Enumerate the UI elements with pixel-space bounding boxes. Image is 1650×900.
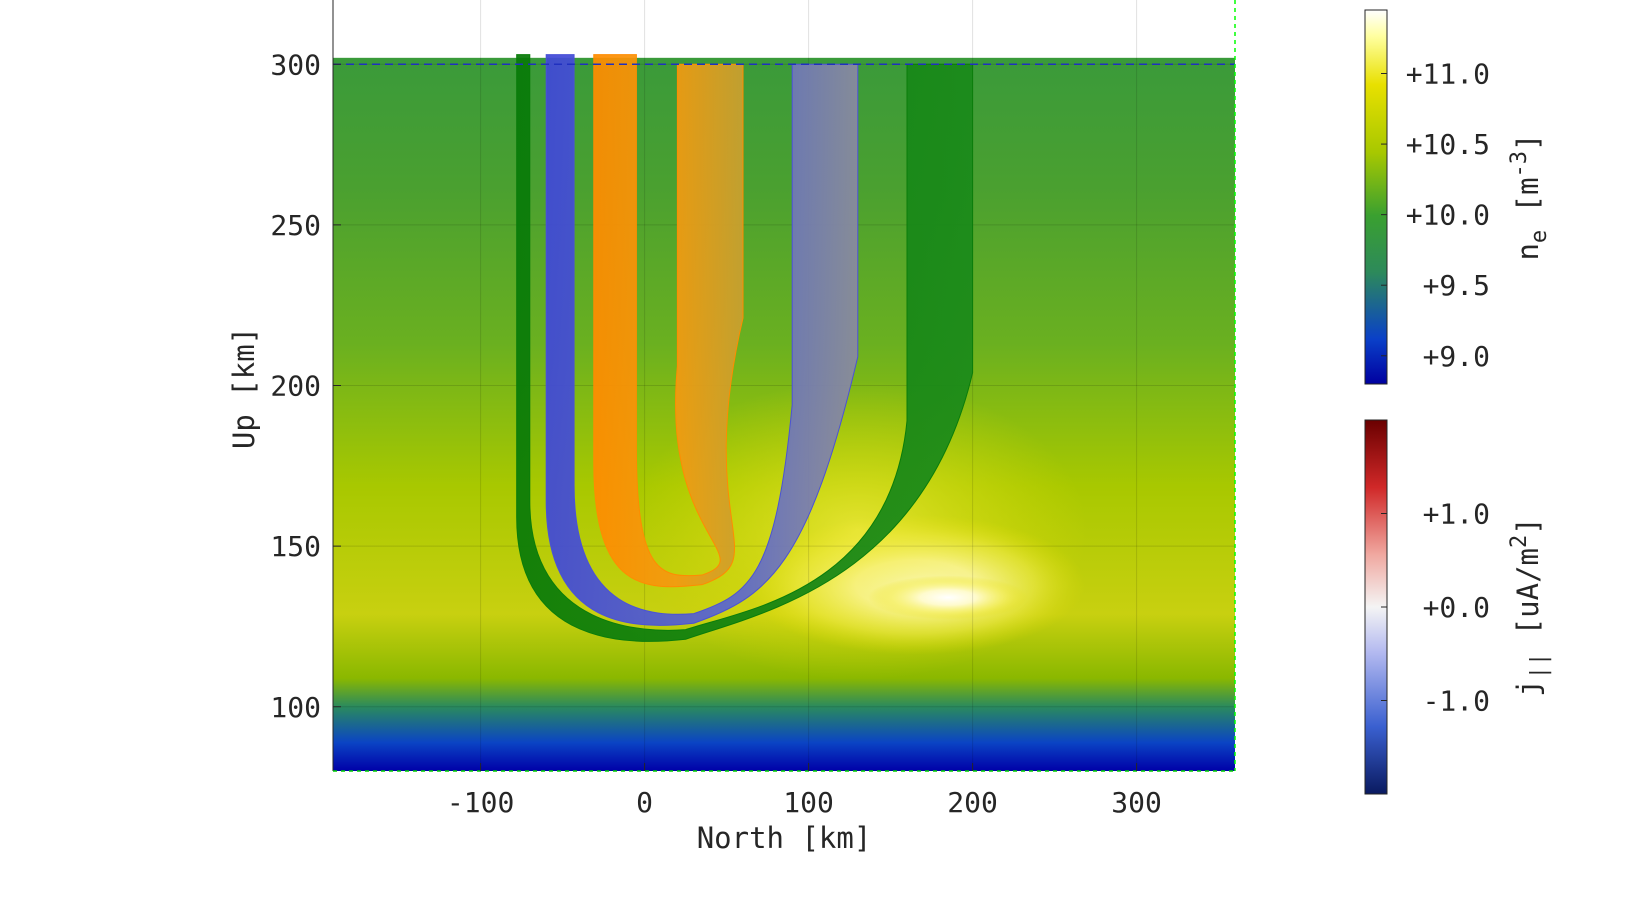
colorbar-j-label-sub: || — [1527, 653, 1552, 680]
colorbar-tick-label: +10.0 — [1406, 199, 1490, 232]
field-line-band-shape — [545, 54, 859, 626]
colorbar-ne-gradient — [1364, 9, 1388, 385]
colorbar-j-label-sup: 2 — [1507, 535, 1532, 548]
x-tick-label: 0 — [636, 786, 653, 819]
x-tick-label: 200 — [947, 786, 998, 819]
colorbar-tick-label: +11.0 — [1406, 58, 1490, 91]
colorbar-tick-label: +9.5 — [1423, 269, 1490, 302]
colorbar-ne-label-sup: -3 — [1507, 151, 1532, 178]
y-tick-label: 100 — [270, 691, 321, 724]
colorbar-tick-label: +1.0 — [1423, 498, 1490, 531]
y-axis-label: Up [km] — [227, 327, 261, 449]
colorbar-j-label-var: j — [1511, 679, 1545, 696]
colorbar-ne-label-unit: [m — [1511, 177, 1545, 229]
density-heatmap — [333, 57, 1235, 771]
x-axis-label: North [km] — [697, 821, 872, 855]
plot-area — [332, 0, 1236, 772]
y-tick-label: 200 — [270, 370, 321, 403]
colorbar-j-label: j|| [uA/m2] — [1507, 517, 1552, 696]
colorbar-j-label-close: ] — [1511, 517, 1545, 534]
field-line-band-shape — [593, 54, 744, 588]
field-line-bands — [516, 54, 974, 642]
colorbar-ne-label-close: ] — [1511, 133, 1545, 150]
colorbar-j: +1.0 +0.0 -1.0 j|| [uA/m2] — [1364, 419, 1552, 795]
field-line-band — [593, 54, 744, 588]
x-axis-ticks: -100 0 100 200 300 — [447, 763, 1162, 819]
field-line-band — [545, 54, 859, 626]
colorbar-tick-label: +10.5 — [1406, 128, 1490, 161]
colorbar-tick-label: +9.0 — [1423, 340, 1490, 373]
colorbar-ne-label-sub: e — [1527, 230, 1552, 243]
colorbar-j-ticks: +1.0 +0.0 -1.0 — [1381, 498, 1490, 718]
colorbar-tick-label: +0.0 — [1423, 591, 1490, 624]
y-axis-ticks: 100 150 200 250 300 — [270, 48, 341, 724]
x-tick-label: -100 — [447, 786, 514, 819]
field-line-band-shape — [516, 54, 974, 642]
y-tick-label: 150 — [270, 530, 321, 563]
colorbar-ne-label-var: n — [1511, 243, 1545, 260]
y-tick-label: 250 — [270, 209, 321, 242]
heatmap-hotspot-core — [868, 575, 1028, 620]
colorbar-j-label-unit: [uA/m — [1511, 548, 1545, 653]
colorbar-ne-label: ne [m-3] — [1507, 133, 1552, 260]
colorbar-tick-label: -1.0 — [1423, 685, 1490, 718]
y-tick-label: 300 — [270, 48, 321, 81]
x-tick-label: 100 — [783, 786, 834, 819]
x-tick-label: 300 — [1111, 786, 1162, 819]
field-line-band — [516, 54, 974, 642]
colorbar-ne: +11.0 +10.5 +10.0 +9.5 +9.0 ne [m-3] — [1364, 9, 1552, 385]
colorbar-ne-ticks: +11.0 +10.5 +10.0 +9.5 +9.0 — [1381, 58, 1490, 373]
